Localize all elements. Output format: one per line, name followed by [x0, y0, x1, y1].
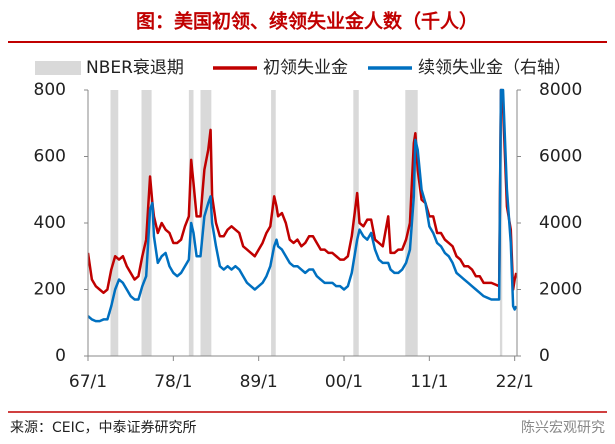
recession-band [353, 90, 359, 356]
y-tick-label: 0 [55, 346, 66, 366]
y-tick-label: 600 [34, 147, 66, 167]
x-tick-label: 22/1 [496, 372, 534, 392]
watermark: 陈兴宏观研究 [521, 419, 605, 436]
y-tick-label: 200 [34, 280, 66, 300]
x-tick-label: 11/1 [410, 372, 448, 392]
legend-label: 续领失业金（右轴） [418, 58, 571, 78]
y-tick-label: 800 [34, 80, 66, 100]
data-line [88, 88, 518, 323]
x-tick-label: 78/1 [154, 372, 192, 392]
legend-label: NBER衰退期 [86, 58, 184, 78]
x-tick-label: 67/1 [69, 372, 107, 392]
recession-band [271, 90, 276, 356]
y2-tick-label: 6000 [539, 147, 582, 167]
y2-tick-label: 0 [539, 346, 550, 366]
chart-title: 图：美国初领、续领失业金人数（千人） [136, 10, 478, 33]
x-tick-label: 00/1 [325, 372, 363, 392]
legend-label: 初领失业金 [263, 58, 348, 78]
y2-tick-label: 8000 [539, 80, 582, 100]
data-line [88, 88, 518, 295]
legend-swatch [35, 61, 81, 75]
x-tick-label: 89/1 [240, 372, 278, 392]
recession-band [110, 90, 119, 356]
y2-tick-label: 4000 [539, 213, 582, 233]
recession-band [499, 90, 503, 356]
plot-area [88, 88, 518, 356]
y-tick-label: 400 [34, 213, 66, 233]
source-note: 来源：CEIC，中泰证券研究所 [10, 420, 197, 436]
y2-tick-label: 2000 [539, 280, 582, 300]
recession-band [200, 90, 212, 356]
